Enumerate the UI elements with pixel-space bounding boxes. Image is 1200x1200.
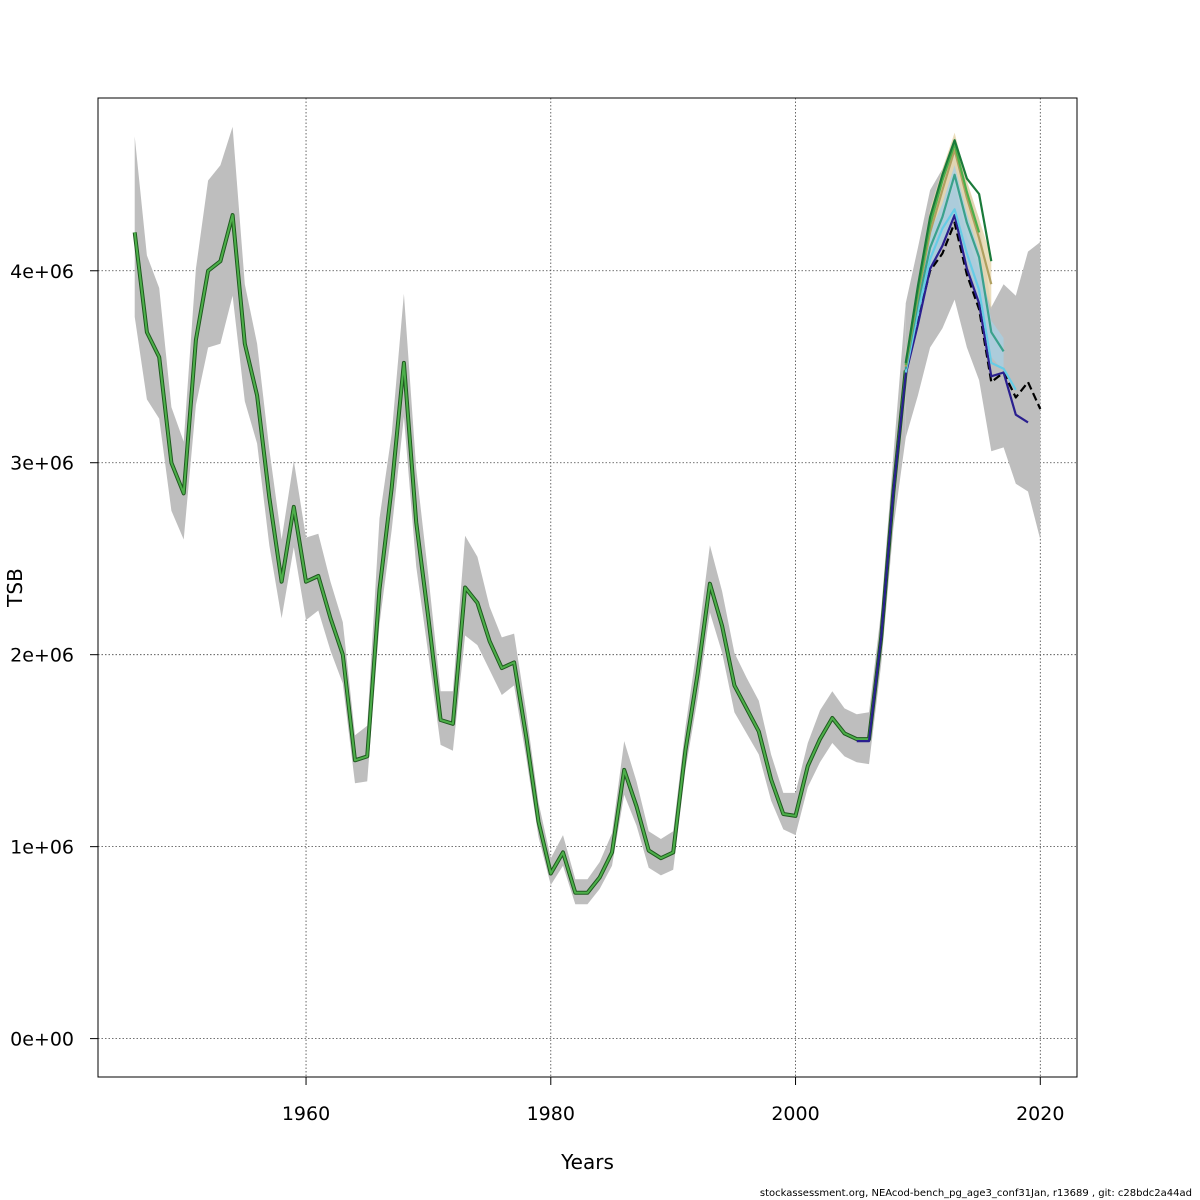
y-tick-label: 4e+06	[10, 261, 74, 283]
peel-band	[905, 132, 992, 371]
y-tick-label: 2e+06	[10, 645, 74, 667]
retro-series-line-1	[904, 221, 1042, 410]
x-tick-label: 1960	[282, 1103, 330, 1125]
y-axis-title: TSB	[3, 568, 27, 608]
x-tick-label: 2000	[771, 1103, 819, 1125]
retro-series-line-4	[904, 173, 1005, 369]
x-tick-label: 1980	[527, 1103, 575, 1125]
confidence-band-main	[134, 126, 906, 905]
series-line-layer	[132, 139, 1042, 895]
y-tick-label: 3e+06	[10, 453, 74, 475]
x-tick-label: 2020	[1016, 1103, 1064, 1125]
tick-layer: 1960 1980 2000 2020 0e+00 1e+06 2e+06 3e+06 4e+0…	[10, 261, 1064, 1125]
base-series-line	[133, 214, 907, 894]
x-axis-title: Years	[560, 1150, 614, 1174]
y-tick-label: 1e+06	[10, 837, 74, 859]
y-tick-label: 0e+00	[10, 1029, 74, 1051]
plot-frame	[97, 97, 1078, 1078]
retro-series-line-2	[856, 214, 1029, 743]
retro-series-line-7	[904, 139, 993, 364]
footer-caption: stockassessment.org, NEAcod-bench_pg_age…	[759, 1188, 1192, 1199]
confidence-band-recent	[905, 136, 1041, 540]
retro-series-line-3	[904, 208, 1017, 391]
